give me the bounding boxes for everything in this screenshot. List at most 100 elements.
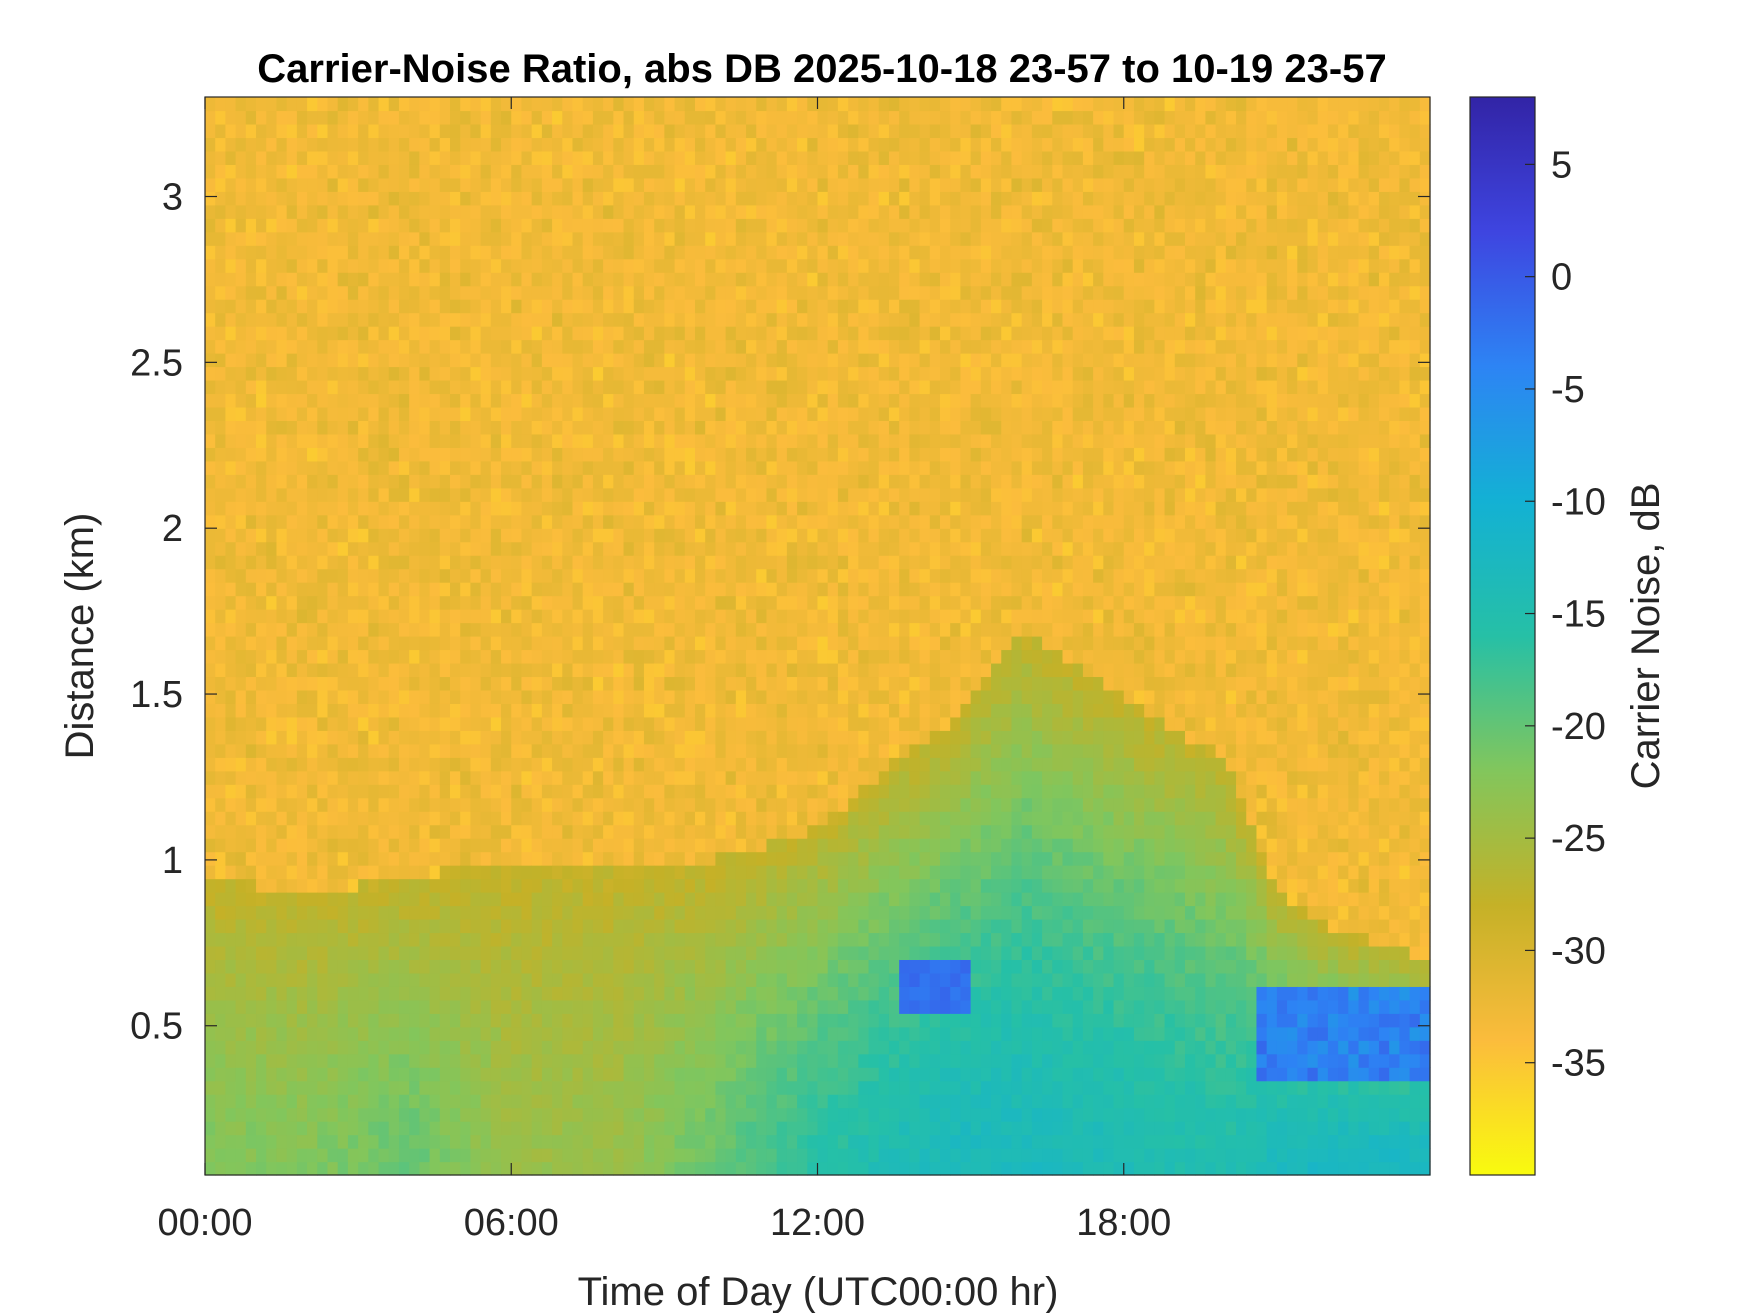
heatmap-cell: [695, 204, 706, 219]
heatmap-cell: [235, 649, 247, 664]
heatmap-cell: [807, 406, 819, 422]
heatmap-cell: [582, 999, 594, 1014]
heatmap-cell: [746, 312, 757, 327]
heatmap-cell: [633, 582, 645, 597]
heatmap-cell: [613, 1107, 625, 1122]
heatmap-cell: [766, 447, 778, 462]
heatmap-cell: [307, 959, 318, 974]
heatmap-cell: [603, 676, 614, 691]
heatmap-cell: [633, 353, 645, 368]
heatmap-cell: [674, 528, 686, 543]
heatmap-cell: [562, 231, 574, 246]
heatmap-cell: [225, 1161, 237, 1176]
heatmap-cell: [715, 999, 727, 1014]
heatmap-cell: [797, 1121, 808, 1136]
heatmap-cell: [235, 420, 247, 435]
heatmap-cell: [490, 191, 502, 206]
heatmap-cell: [797, 312, 808, 327]
heatmap-cell: [245, 110, 257, 125]
heatmap-cell: [797, 689, 808, 704]
heatmap-cell: [654, 1134, 665, 1149]
heatmap-cell: [470, 258, 482, 273]
heatmap-cell: [582, 892, 594, 907]
heatmap-cell: [786, 177, 798, 192]
heatmap-cell: [419, 514, 431, 529]
heatmap-cell: [286, 784, 298, 799]
heatmap-cell: [633, 824, 645, 839]
heatmap-cell: [388, 1148, 400, 1163]
heatmap-cell: [531, 123, 543, 139]
heatmap-cell: [245, 366, 257, 381]
heatmap-cell: [286, 1094, 298, 1109]
heatmap-cell: [347, 299, 359, 314]
heatmap-cell: [817, 878, 829, 893]
heatmap-cell: [623, 460, 635, 475]
heatmap-cell: [541, 730, 553, 745]
heatmap-cell: [541, 312, 553, 327]
heatmap-cell: [286, 851, 298, 866]
heatmap-cell: [654, 999, 665, 1014]
heatmap-cell: [582, 285, 594, 300]
heatmap-cell: [429, 218, 441, 233]
heatmap-cell: [725, 959, 737, 974]
heatmap-cell: [460, 662, 472, 678]
heatmap-cell: [603, 824, 614, 839]
heatmap-cell: [388, 1080, 400, 1095]
heatmap-cell: [582, 312, 594, 327]
heatmap-cell: [337, 555, 349, 570]
heatmap-cell: [735, 110, 747, 125]
heatmap-cell: [276, 1094, 288, 1109]
heatmap-cell: [266, 97, 278, 112]
heatmap-cell: [235, 204, 247, 219]
heatmap-cell: [776, 824, 788, 839]
heatmap-cell: [562, 622, 574, 637]
heatmap-cell: [358, 851, 369, 866]
heatmap-cell: [327, 447, 339, 462]
heatmap-cell: [215, 150, 227, 165]
heatmap-cell: [603, 1121, 614, 1136]
heatmap-cell: [654, 622, 665, 637]
heatmap-cell: [613, 406, 625, 422]
heatmap-cell: [286, 838, 298, 853]
heatmap-cell: [643, 97, 655, 112]
heatmap-cell: [296, 447, 308, 462]
heatmap-cell: [245, 258, 257, 273]
heatmap-cell: [756, 285, 768, 300]
heatmap-cell: [388, 150, 400, 165]
heatmap-cell: [276, 272, 288, 287]
heatmap-cell: [827, 218, 839, 233]
heatmap-cell: [450, 662, 461, 678]
heatmap-cell: [419, 703, 431, 718]
heatmap-cell: [623, 1107, 635, 1122]
heatmap-cell: [531, 150, 543, 165]
heatmap-cell: [695, 218, 706, 233]
heatmap-cell: [705, 501, 717, 516]
heatmap-cell: [817, 649, 829, 664]
heatmap-cell: [317, 609, 329, 624]
heatmap-cell: [817, 123, 829, 139]
heatmap-cell: [746, 326, 757, 341]
heatmap-cell: [541, 649, 553, 664]
heatmap-cell: [337, 366, 349, 381]
heatmap-cell: [572, 1107, 584, 1122]
heatmap-cell: [511, 150, 523, 165]
heatmap-cell: [286, 258, 298, 273]
heatmap-cell: [531, 1121, 543, 1136]
heatmap-cell: [439, 1067, 451, 1082]
heatmap-cell: [786, 1040, 798, 1055]
heatmap-cell: [450, 433, 461, 448]
heatmap-cell: [654, 865, 665, 880]
heatmap-cell: [603, 1013, 614, 1028]
heatmap-cell: [725, 474, 737, 489]
heatmap-cell: [368, 245, 380, 260]
heatmap-cell: [317, 97, 329, 112]
heatmap-cell: [684, 784, 696, 799]
heatmap-cell: [705, 1107, 717, 1122]
heatmap-cell: [552, 568, 563, 583]
heatmap-cell: [776, 636, 788, 651]
heatmap-cell: [521, 1161, 533, 1176]
heatmap-cell: [613, 757, 625, 772]
heatmap-cell: [245, 811, 257, 826]
heatmap-cell: [684, 1067, 696, 1082]
heatmap-cell: [603, 460, 614, 475]
